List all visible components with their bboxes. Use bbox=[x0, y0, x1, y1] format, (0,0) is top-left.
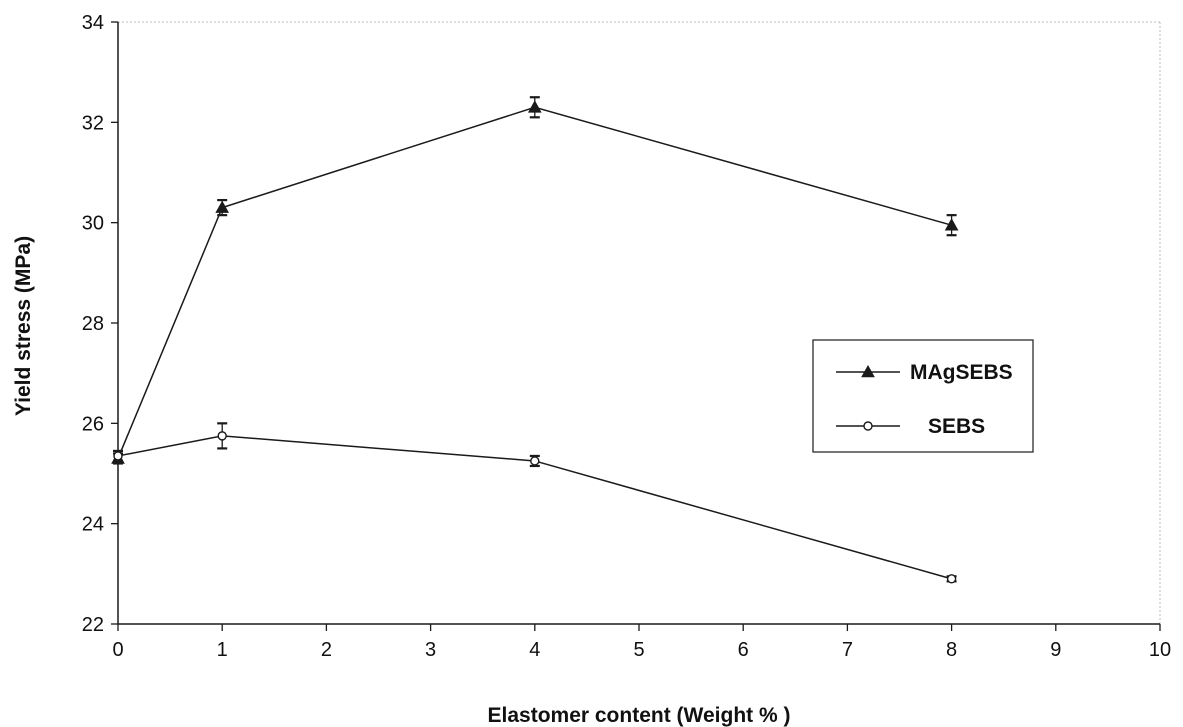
data-point-sebs bbox=[946, 574, 957, 584]
y-tick-label: 22 bbox=[82, 614, 104, 636]
data-point-magsebs bbox=[215, 200, 230, 213]
plot-frame bbox=[118, 21, 1161, 624]
legend: MAgSEBS SEBS bbox=[812, 339, 1034, 453]
data-point-magsebs bbox=[527, 100, 542, 113]
data-point-sebs bbox=[113, 451, 123, 461]
x-ticks: 0 1 2 3 4 5 6 7 8 9 10 bbox=[112, 624, 1171, 661]
x-tick-label: 4 bbox=[529, 639, 540, 661]
series-sebs bbox=[113, 422, 957, 584]
x-tick-label: 9 bbox=[1050, 639, 1061, 661]
series-line-sebs bbox=[117, 435, 952, 580]
y-tick-label: 24 bbox=[82, 514, 104, 536]
legend-marker-magsebs bbox=[861, 364, 875, 378]
legend-box bbox=[812, 339, 1034, 453]
series-layer bbox=[111, 96, 959, 584]
x-axis: 0 1 2 3 4 5 6 7 8 9 10 Elastomer content (Weight %… bbox=[112, 623, 1171, 727]
legend-item-sebs: SEBS bbox=[836, 415, 985, 438]
y-axis-label: Yield stress (MPa) bbox=[12, 236, 35, 416]
y-ticks: 22 24 26 28 30 32 34 bbox=[82, 12, 118, 636]
x-tick-label: 5 bbox=[633, 639, 644, 661]
legend-marker-sebs bbox=[863, 421, 873, 431]
legend-label-sebs: SEBS bbox=[928, 415, 985, 438]
y-tick-label: 30 bbox=[82, 213, 104, 235]
x-tick-label: 1 bbox=[217, 639, 228, 661]
legend-items: MAgSEBS SEBS bbox=[836, 361, 1013, 438]
data-point-sebs bbox=[530, 456, 540, 466]
x-tick-label: 3 bbox=[425, 639, 436, 661]
x-tick-label: 8 bbox=[946, 639, 957, 661]
x-axis-label: Elastomer content (Weight % ) bbox=[488, 704, 791, 727]
legend-label-magsebs: MAgSEBS bbox=[910, 361, 1013, 384]
y-tick-label: 26 bbox=[82, 413, 104, 435]
y-tick-label: 32 bbox=[82, 112, 104, 134]
data-point-sebs bbox=[217, 431, 227, 441]
series-line-magsebs bbox=[117, 106, 952, 459]
y-tick-label: 28 bbox=[82, 313, 104, 335]
x-tick-label: 10 bbox=[1149, 639, 1171, 661]
data-point-magsebs bbox=[944, 218, 959, 231]
x-tick-label: 7 bbox=[842, 639, 853, 661]
y-axis: 22 24 26 28 30 32 34 Yield stress (MPa) bbox=[12, 12, 119, 636]
x-tick-label: 6 bbox=[738, 639, 749, 661]
y-tick-label: 34 bbox=[82, 12, 104, 34]
x-tick-label: 2 bbox=[321, 639, 332, 661]
legend-item-magsebs: MAgSEBS bbox=[836, 361, 1013, 384]
x-tick-label: 0 bbox=[112, 639, 123, 661]
